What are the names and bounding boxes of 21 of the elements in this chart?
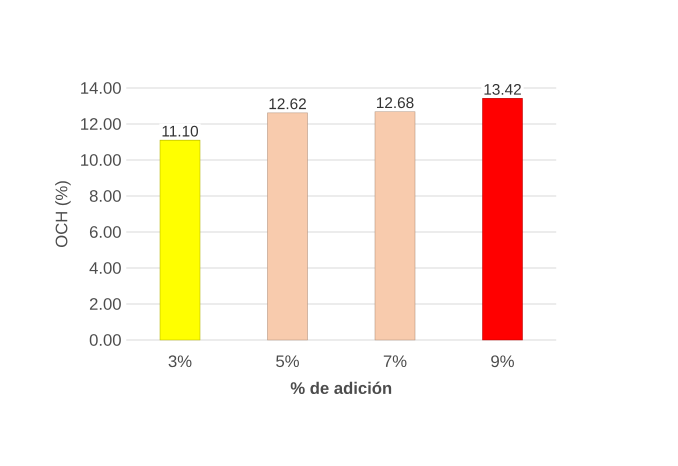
y-tick-label: 0.00 — [90, 334, 121, 346]
y-tick-label: 2.00 — [90, 298, 121, 310]
x-tick-label: 5% — [276, 355, 299, 368]
y-tick-label: 8.00 — [90, 190, 121, 202]
y-tick-label: 6.00 — [90, 226, 121, 238]
data-label: 12.62 — [269, 98, 306, 110]
data-label: 12.68 — [376, 97, 414, 108]
y-axis-title: OCH (%) — [55, 181, 71, 247]
bar — [267, 112, 308, 340]
y-tick-label: 14.00 — [81, 82, 121, 94]
data-label: 13.42 — [484, 84, 521, 95]
x-axis-title: % de adición — [290, 382, 392, 394]
y-tick-label: 4.00 — [89, 262, 121, 274]
x-tick-label: 7% — [384, 355, 406, 368]
bar — [482, 98, 523, 340]
y-tick-label: 12.00 — [81, 118, 121, 130]
bar — [160, 140, 200, 340]
x-tick-label: 9% — [491, 355, 514, 368]
data-label: 11.10 — [162, 126, 198, 137]
x-tick-label: 3% — [168, 355, 192, 368]
y-tick-label: 10.00 — [81, 154, 121, 166]
